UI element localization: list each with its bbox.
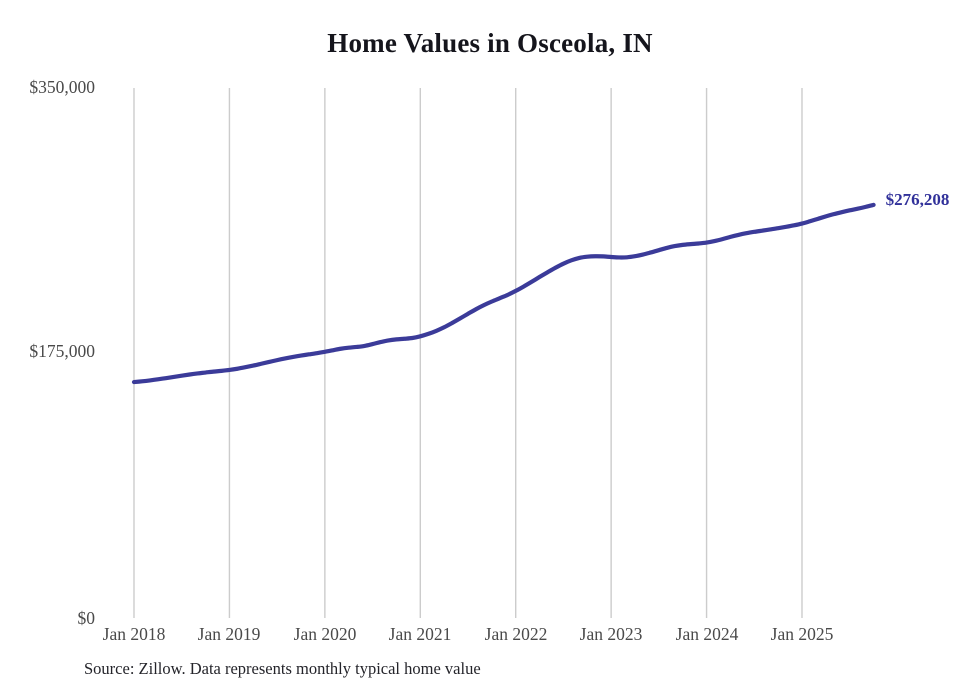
x-tick-label-jan-2023: Jan 2023 (579, 624, 643, 644)
gridlines (133, 88, 803, 618)
x-tick-label-jan-2021: Jan 2021 (388, 624, 452, 644)
x-tick-label-jan-2020: Jan 2020 (293, 624, 357, 644)
x-tick-label-jan-2025: Jan 2025 (770, 624, 834, 644)
y-tick-label-0: $0 (77, 608, 96, 628)
x-tick-label-jan-2018: Jan 2018 (102, 624, 166, 644)
y-tick-label-350000: $350,000 (29, 77, 95, 97)
x-tick-label-jan-2022: Jan 2022 (484, 624, 548, 644)
end-value-label: $276,208 (885, 189, 950, 209)
home-value-series-line (131, 202, 876, 385)
y-tick-label-175000: $175,000 (29, 341, 95, 361)
chart-title: Home Values in Osceola, IN (327, 28, 653, 58)
x-tick-label-jan-2024: Jan 2024 (675, 624, 739, 644)
x-tick-label-jan-2019: Jan 2019 (197, 624, 261, 644)
source-note: Source: Zillow. Data represents monthly … (84, 659, 481, 678)
